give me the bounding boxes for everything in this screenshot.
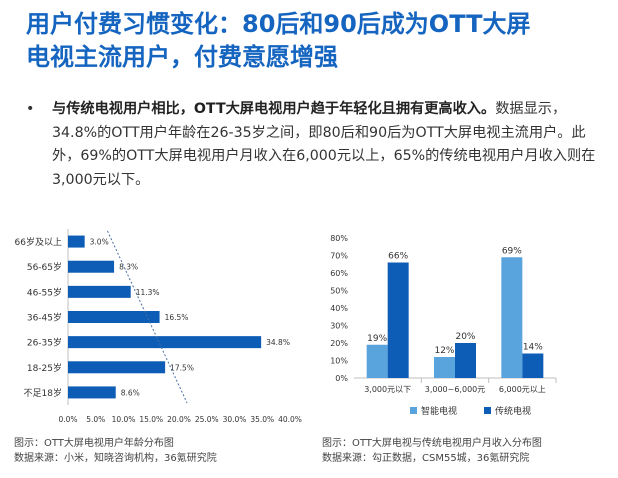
y-tick-label: 56-65岁 <box>27 261 62 273</box>
y-tick-label: 20% <box>330 339 348 348</box>
y-tick-label: 18-25岁 <box>27 362 62 374</box>
right-source-caption: 数据来源：勾正数据，CSM55城，36氪研究院 <box>322 453 530 464</box>
summary-bullet: • 与传统电视用户相比，OTT大屏电视用户趋于年轻化且拥有更高收入。数据显示，3… <box>26 98 604 192</box>
income-chart-svg: 0% 10% 20% 30% 40% 50% 60% 70% 80% 19% 66% 3,000元以下… <box>330 234 557 417</box>
right-caption: 图示：OTT大屏电视与传统电视用户月收入分布图 数据来源：勾正数据，CSM55城… <box>322 436 542 466</box>
income-bar <box>522 353 544 378</box>
age-bar <box>68 235 85 248</box>
y-tick-label: 10% <box>330 357 348 366</box>
legend-swatch <box>484 407 491 414</box>
x-tick-label: 15.0% <box>139 415 163 424</box>
x-tick-label: 20.0% <box>167 415 191 424</box>
data-label: 16.5% <box>165 313 189 322</box>
x-tick-label: 10.0% <box>112 415 136 424</box>
age-bar <box>68 311 160 323</box>
y-tick-label: 46-55岁 <box>27 286 62 298</box>
left-source-caption: 数据来源：小米，知晓咨询机构，36氪研究院 <box>14 453 217 464</box>
income-bar <box>366 344 388 378</box>
x-tick-label: 0.0% <box>58 415 77 424</box>
data-label: 17.5% <box>170 363 194 372</box>
y-tick-label: 70% <box>330 252 348 261</box>
x-tick-label: 30.0% <box>223 415 247 424</box>
x-tick-label: 3,000元以下 <box>364 385 411 394</box>
y-tick-label: 不足18岁 <box>24 387 62 399</box>
x-tick-label: 3,000~6,000元 <box>425 385 486 394</box>
y-tick-label: 50% <box>330 287 348 296</box>
y-tick-label: 26-35岁 <box>27 337 62 349</box>
right-figure-caption: 图示：OTT大屏电视与传统电视用户月收入分布图 <box>322 438 542 449</box>
income-bar <box>434 357 455 378</box>
data-label: 3.0% <box>90 238 109 247</box>
left-caption: 图示：OTT大屏电视用户年龄分布图 数据来源：小米，知晓咨询机构，36氪研究院 <box>14 436 217 466</box>
data-label: 12% <box>434 346 454 356</box>
data-label: 14% <box>523 343 543 353</box>
y-tick-label: 60% <box>330 269 348 278</box>
x-tick-label: 35.0% <box>250 415 274 424</box>
bullet-body-text: 数据显示，34.8%的OTT用户年龄在26-35岁之间，即80后和90后为OTT… <box>52 101 596 188</box>
x-tick-label: 25.0% <box>195 415 219 424</box>
bullet-icon: • <box>26 101 35 117</box>
data-label: 8.6% <box>121 388 140 397</box>
data-label: 34.8% <box>266 338 290 347</box>
y-tick-label: 36-45岁 <box>27 312 62 324</box>
y-tick-label: 80% <box>330 234 348 243</box>
legend-swatch <box>410 407 417 414</box>
y-tick-label: 66岁及以上 <box>15 236 62 248</box>
trend-line <box>107 230 188 404</box>
age-bar <box>68 386 116 399</box>
data-label: 66% <box>388 252 408 262</box>
data-label: 20% <box>455 332 475 342</box>
left-figure-caption: 图示：OTT大屏电视用户年龄分布图 <box>14 438 174 449</box>
x-tick-label: 6,000元以上 <box>499 385 546 394</box>
data-label: 8.3% <box>119 263 138 272</box>
bullet-paragraph: 与传统电视用户相比，OTT大屏电视用户趋于年轻化且拥有更高收入。数据显示，34.… <box>52 98 604 192</box>
x-tick-label: 40.0% <box>278 415 302 424</box>
age-bar <box>68 336 262 349</box>
income-bar <box>501 257 523 378</box>
data-label: 19% <box>367 334 387 344</box>
income-bar <box>455 343 476 378</box>
title-line-1: 用户付费习惯变化：80后和90后成为OTT大屏 <box>26 10 531 38</box>
legend-label: 智能电视 <box>421 405 457 417</box>
data-label: 69% <box>502 246 522 256</box>
age-bar <box>68 285 131 298</box>
income-bar <box>387 262 409 378</box>
age-bar <box>68 260 115 273</box>
legend-label: 传统电视 <box>495 405 531 417</box>
age-chart-svg: 66岁及以上 3.0% 56-65岁 8.3% 46-55岁 11.3% 36-45岁 16.… <box>15 229 302 424</box>
bullet-bold-text: 与传统电视用户相比，OTT大屏电视用户趋于年轻化且拥有更高收入。 <box>52 101 496 117</box>
y-tick-label: 30% <box>330 322 348 331</box>
y-tick-label: 0% <box>335 374 348 383</box>
title-line-2: 电视主流用户，付费意愿增强 <box>26 43 338 71</box>
data-label: 11.3% <box>136 288 160 297</box>
age-bar <box>68 361 166 374</box>
x-tick-label: 5.0% <box>86 415 105 424</box>
page-title: 用户付费习惯变化：80后和90后成为OTT大屏 电视主流用户，付费意愿增强 <box>26 8 606 74</box>
y-tick-label: 40% <box>330 304 348 313</box>
